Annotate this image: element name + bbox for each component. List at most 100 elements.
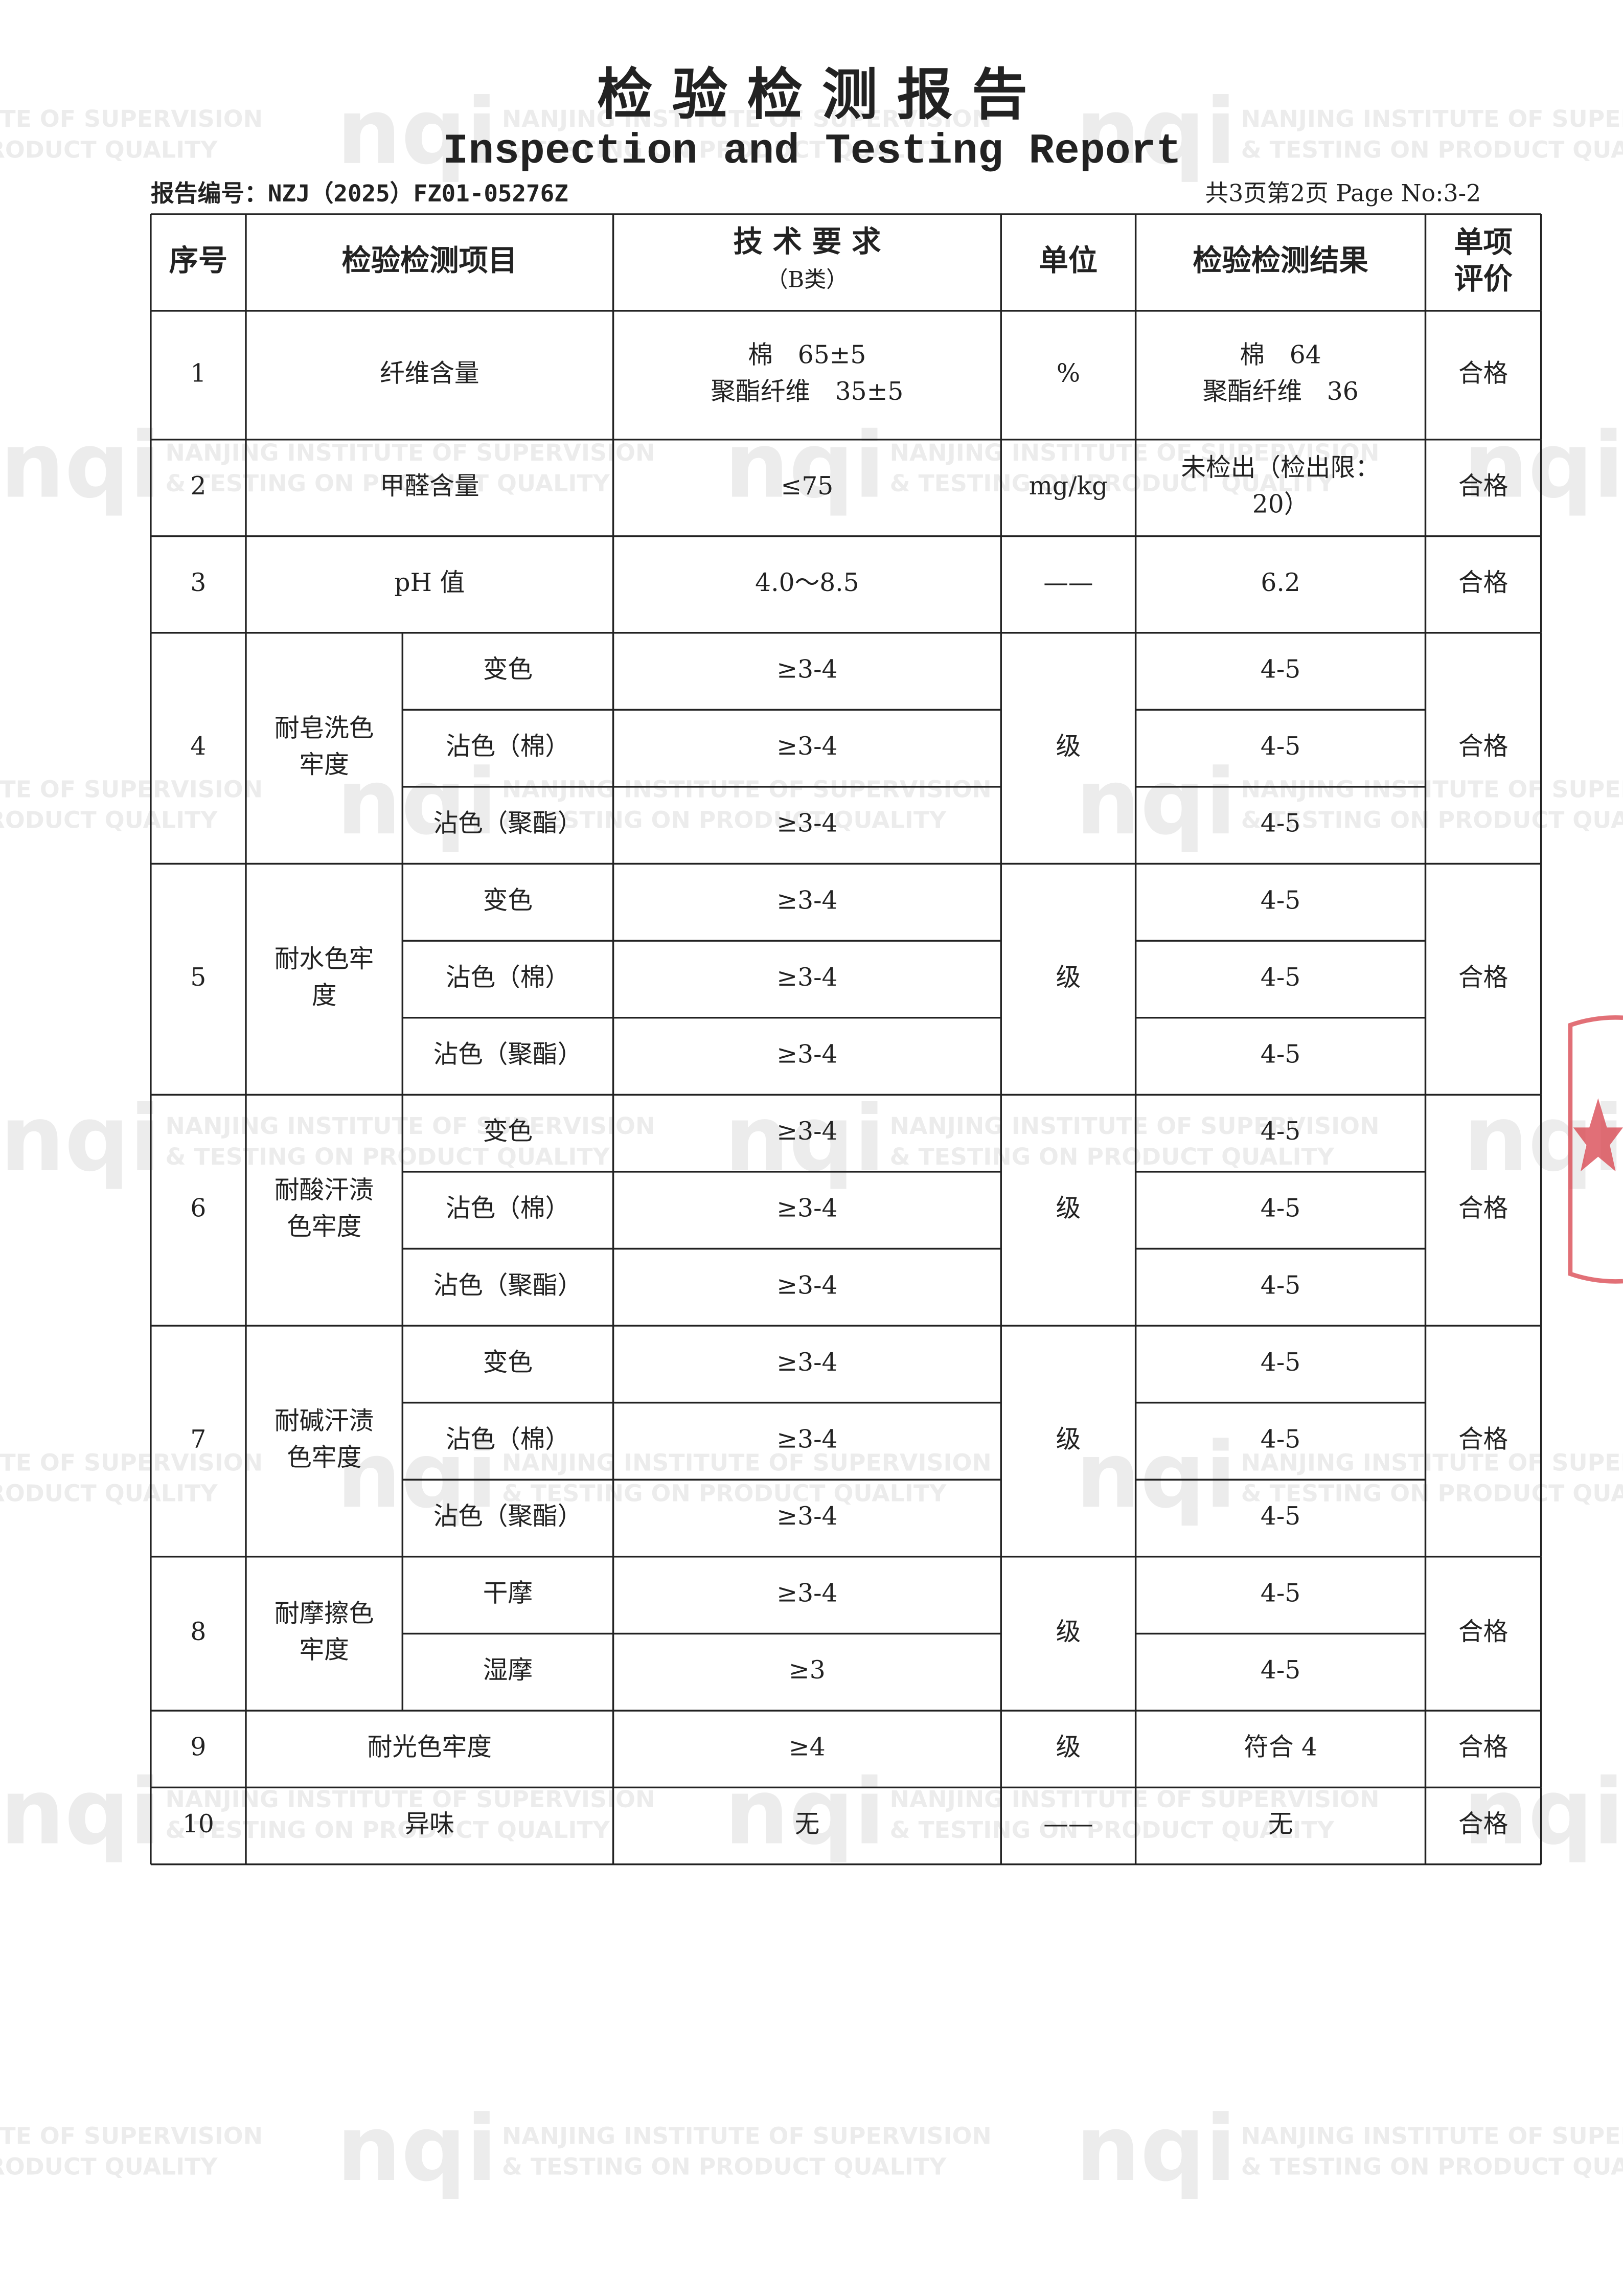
watermark-text: NANJING INSTITUTE OF SUPERVISION [0,105,263,132]
requirement: ≥3-4 [776,809,837,838]
watermark-text: & TESTING ON PRODUCT QUALITY [0,135,218,163]
requirement: ≥3-4 [776,1425,837,1453]
watermark-text: NANJING INSTITUTE OF SUPERVISION [166,1112,655,1140]
verdict: 合格 [1458,1194,1508,1223]
sub-item: 变色 [483,1348,533,1377]
header-cell: 检验检测项目 [342,243,518,278]
watermark-text: & TESTING ON PRODUCT QUALITY [502,1480,947,1507]
watermark-logo: nqi [1464,413,1623,518]
requirement: ≥3-4 [776,1117,837,1146]
requirement: ≥3-4 [776,1502,837,1531]
watermark-logo: nqi [1076,79,1236,185]
item-name: 纤维含量 [380,359,479,388]
header-cell: 序号 [169,243,228,278]
result: 4-5 [1261,1425,1300,1453]
row-number: 7 [190,1425,206,1453]
result: 4-5 [1261,1348,1300,1377]
header-cell: 检验检测结果 [1193,243,1368,278]
watermark-text: & TESTING ON PRODUCT QUALITY [502,2152,947,2180]
result: 4-5 [1261,1040,1300,1069]
watermark-text: NANJING INSTITUTE OF SUPERVISION [890,1112,1380,1140]
result: 聚酯纤维 36 [1202,377,1358,406]
result: 6.2 [1261,569,1300,597]
verdict: 合格 [1458,1733,1508,1762]
requirement: 聚酯纤维 35±5 [711,377,903,406]
unit: 级 [1056,1194,1081,1223]
row-number: 1 [190,359,206,388]
sub-item: 沾色（棉） [446,732,570,761]
watermark-logo: nqi [724,1086,885,1192]
result: 4-5 [1261,886,1300,915]
watermark-text: & TESTING ON PRODUCT QUALITY [890,1143,1335,1170]
sub-item: 沾色（聚酯） [433,809,582,838]
requirement: 4.0～8.5 [755,569,859,597]
row-number: 10 [182,1810,214,1838]
requirement: ≥3-4 [776,1040,837,1069]
watermark-text: NANJING INSTITUTE OF SUPERVISION [1241,2122,1623,2149]
watermark-text: NANJING INSTITUTE OF SUPERVISION [1241,105,1623,132]
requirement: ≥3-4 [776,732,837,761]
watermark-text: & TESTING ON PRODUCT QUALITY [1241,1480,1623,1507]
stamp [1568,1015,1623,1284]
header-cell: （B类） [766,267,848,293]
watermark-text: & TESTING ON PRODUCT QUALITY [166,1143,610,1170]
watermark-text: NANJING INSTITUTE OF SUPERVISION [0,775,263,803]
header-cell: 单项 [1454,225,1513,259]
watermark-text: & TESTING ON PRODUCT QUALITY [0,1480,218,1507]
verdict: 合格 [1458,569,1508,597]
watermark-text: & TESTING ON PRODUCT QUALITY [0,806,218,834]
item-name: 耐酸汗渍 [275,1176,374,1204]
watermark-logo: nqi [1464,1759,1623,1865]
requirement: 棉 65±5 [748,341,866,370]
watermark-text: & TESTING ON PRODUCT QUALITY [1241,135,1623,163]
watermark-logo: nqi [336,1422,497,1528]
item-name: 耐摩擦色 [275,1599,374,1628]
item-name: 耐皂洗色 [275,714,374,742]
watermark-text: & TESTING ON PRODUCT QUALITY [0,2152,218,2180]
result: 4-5 [1261,1271,1300,1300]
item-name: 牢度 [299,751,349,779]
result: 未检出（检出限： [1181,453,1380,482]
result: 4-5 [1261,809,1300,838]
watermark-text: NANJING INSTITUTE OF SUPERVISION [890,1785,1380,1813]
item-name: 色牢度 [287,1212,361,1241]
watermark-logo: nqi [1076,749,1236,855]
result: 20） [1252,490,1309,519]
sub-item: 变色 [483,886,533,915]
result: 符合 4 [1244,1733,1317,1762]
watermark-text: NANJING INSTITUTE OF SUPERVISION [502,1448,992,1476]
result: 4-5 [1261,1502,1300,1531]
watermark-text: NANJING INSTITUTE OF SUPERVISION [0,2122,263,2149]
sub-item: 沾色（棉） [446,963,570,992]
unit: 级 [1056,1425,1081,1453]
watermark-logo: nqi [0,1086,161,1192]
sub-item: 沾色（聚酯） [433,1040,582,1069]
verdict: 合格 [1458,1810,1508,1838]
requirement: ≥3-4 [776,1271,837,1300]
unit: —— [1043,569,1093,597]
page-info: 共3页第2页 Page No:3-2 [1205,179,1481,207]
verdict: 合格 [1458,359,1508,388]
watermark-text: & TESTING ON PRODUCT QUALITY [1241,806,1623,834]
result: 4-5 [1261,1656,1300,1685]
result: 棉 64 [1240,341,1321,370]
requirement: ≥3-4 [776,1348,837,1377]
requirement: ≥3-4 [776,1194,837,1223]
watermark-logo: nqi [0,413,161,518]
watermark-logo: nqi [724,413,885,518]
watermark-text: & TESTING ON PRODUCT QUALITY [890,1816,1335,1844]
sub-item: 沾色（棉） [446,1425,570,1453]
watermark-text: NANJING INSTITUTE OF SUPERVISION [890,439,1380,466]
watermark-text: & TESTING ON PRODUCT QUALITY [1241,2152,1623,2180]
watermark-text: & TESTING ON PRODUCT QUALITY [890,469,1335,497]
watermark-text: NANJING INSTITUTE OF SUPERVISION [166,439,655,466]
watermarks: nqi NANJING INSTITUTE OF SUPERVISION& TES… [0,79,1623,2201]
sub-item: 干摩 [483,1579,533,1608]
requirement: ≥4 [789,1733,826,1762]
report-number: 报告编号：NZJ（2025）FZ01-05276Z [151,179,568,207]
title-en: Inspection and Testing Report [443,127,1182,175]
header-cell: 技 术 要 求 [734,224,882,259]
